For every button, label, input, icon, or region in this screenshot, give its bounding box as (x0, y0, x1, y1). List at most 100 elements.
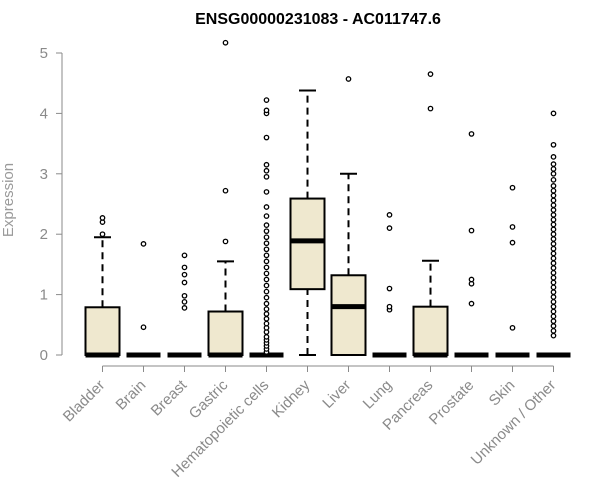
outlier-point (550, 323, 557, 329)
outlier-point (263, 270, 270, 277)
outlier-point (386, 303, 393, 310)
outlier-point (550, 176, 557, 183)
outlier-point (550, 216, 557, 223)
outlier-point (386, 212, 393, 218)
outlier-point (222, 187, 229, 194)
outlier-point (263, 311, 270, 317)
box-hematopoietic-cells (249, 97, 284, 358)
outlier-point (263, 222, 270, 228)
outlier-point (263, 173, 270, 180)
y-tick-label: 1 (40, 287, 48, 304)
outlier-point (550, 270, 557, 276)
outlier-point (222, 238, 229, 245)
x-tick-label: Kidney (269, 376, 314, 421)
box-kidney (289, 89, 326, 356)
outlier-point (140, 324, 147, 331)
outlier-point (550, 289, 557, 296)
outlier-point (181, 271, 188, 278)
outlier-point (550, 298, 557, 305)
outlier-point (140, 241, 147, 247)
box-brain (126, 241, 161, 358)
y-axis-label: Expression (0, 163, 17, 237)
outlier-point (550, 284, 557, 291)
outlier-point (263, 213, 270, 219)
outlier-point (263, 276, 270, 283)
outlier-point (550, 170, 557, 177)
outlier-point (550, 241, 557, 247)
outlier-point (509, 224, 516, 230)
outlier-point (222, 39, 229, 46)
outlier-point (550, 279, 557, 286)
outlier-point (345, 76, 352, 82)
x-tick-label: Liver (319, 377, 354, 412)
outlier-point (550, 260, 557, 267)
outlier-point (181, 305, 188, 311)
outlier-point (550, 308, 557, 315)
y-tick-label: 5 (40, 45, 48, 62)
outlier-point (263, 258, 270, 265)
outlier-point (550, 212, 557, 218)
outlier-point (550, 332, 557, 339)
outlier-point (263, 246, 270, 253)
outlier-point (263, 282, 270, 289)
outlier-point (550, 192, 557, 199)
outlier-point (550, 245, 557, 252)
outlier-point (550, 197, 557, 204)
outlier-point (263, 97, 270, 103)
outlier-point (550, 226, 557, 233)
box-lung (372, 212, 407, 358)
box-bladder (84, 215, 121, 358)
x-tick-label: Bladder (60, 377, 109, 426)
outlier-point (427, 105, 434, 112)
outlier-point (550, 187, 557, 194)
outlier-point (509, 324, 516, 331)
outlier-point (263, 240, 270, 247)
x-tick-label: Skin (486, 377, 519, 410)
outlier-point (263, 300, 270, 307)
x-tick-label: Lung (360, 377, 396, 413)
box-rect (289, 197, 326, 291)
outlier-point (550, 303, 557, 310)
outlier-point (99, 215, 106, 221)
box-rect (412, 305, 449, 356)
outlier-point (263, 189, 270, 195)
outlier-point (263, 107, 270, 114)
outlier-point (550, 183, 557, 189)
outlier-point (263, 315, 270, 322)
outlier-point (263, 161, 270, 168)
y-tick-label: 2 (40, 226, 48, 243)
outlier-point (468, 227, 475, 234)
outlier-point (550, 236, 557, 242)
x-tick-label: Prostate (426, 377, 478, 429)
outlier-point (550, 318, 557, 325)
outlier-point (509, 184, 516, 191)
outlier-point (263, 334, 270, 340)
outlier-point (468, 276, 475, 283)
outlier-point (550, 250, 557, 257)
box-rect (330, 274, 367, 356)
box-liver (330, 76, 367, 356)
outlier-point (263, 320, 270, 327)
outlier-point (550, 221, 557, 228)
outlier-point (550, 327, 557, 334)
outlier-point (263, 294, 270, 301)
outlier-point (386, 225, 393, 232)
outlier-point (550, 202, 557, 209)
outlier-point (550, 207, 557, 213)
outlier-point (550, 141, 557, 148)
outlier-point (263, 288, 270, 295)
outlier-point (550, 294, 557, 300)
outlier-point (550, 154, 557, 160)
outlier-point (550, 265, 557, 271)
box-pancreas (412, 71, 449, 358)
outlier-point (468, 300, 475, 307)
outlier-point (263, 264, 270, 271)
outlier-point (550, 166, 557, 172)
box-prostate (454, 131, 489, 358)
outlier-point (181, 264, 188, 271)
outlier-point (181, 279, 188, 286)
box-rect (207, 310, 244, 356)
outlier-point (386, 285, 393, 292)
box-unknown-other (536, 110, 571, 358)
